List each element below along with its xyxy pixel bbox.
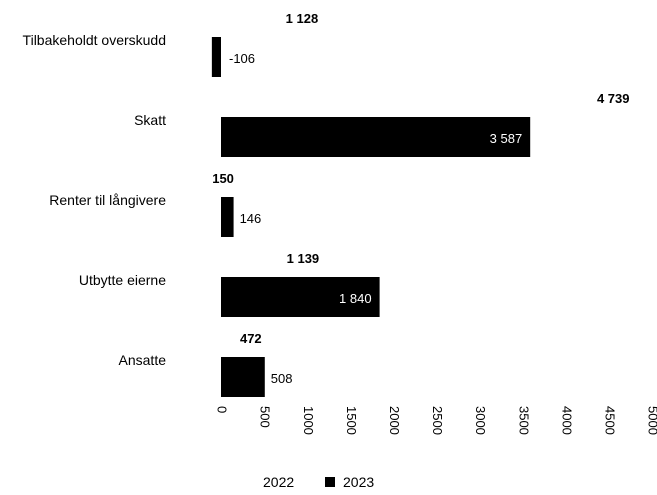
x-tick-label: 5000 bbox=[646, 406, 657, 435]
data-label-2022: 4 739 bbox=[597, 91, 630, 106]
x-tick-label: 3000 bbox=[473, 406, 488, 435]
x-tick-label: 2500 bbox=[430, 406, 445, 435]
x-tick-label: 4500 bbox=[602, 406, 617, 435]
legend-item-2023: 2023 bbox=[325, 474, 374, 490]
bar-2023 bbox=[211, 37, 221, 77]
category-labels: Tilbakeholdt overskudd Skatt Renter til lå… bbox=[23, 32, 167, 368]
x-tick-label: 3500 bbox=[516, 406, 531, 435]
data-label-2022: 1 139 bbox=[287, 251, 320, 266]
bar-2023 bbox=[221, 117, 531, 157]
legend-swatch bbox=[249, 477, 259, 487]
x-tick-label: 0 bbox=[215, 406, 230, 413]
bar-2023 bbox=[221, 197, 234, 237]
legend-label: 2023 bbox=[343, 474, 374, 490]
legend: 2022 2023 bbox=[249, 474, 374, 490]
legend-label: 2022 bbox=[263, 474, 294, 490]
x-tick-label: 4000 bbox=[559, 406, 574, 435]
bar-2022 bbox=[221, 17, 319, 57]
bars bbox=[211, 17, 630, 397]
legend-swatch bbox=[325, 477, 335, 487]
category-label: Tilbakeholdt overskudd bbox=[23, 32, 166, 48]
bar-2023 bbox=[221, 277, 380, 317]
data-label-2023: 146 bbox=[240, 211, 262, 226]
category-label: Renter til långivere bbox=[49, 192, 166, 208]
category-label: Ansatte bbox=[119, 352, 167, 368]
data-labels: 1 128 -106 4 739 3 587 150 146 1 139 1 840 472 50… bbox=[212, 11, 629, 386]
legend-item-2022: 2022 bbox=[249, 474, 294, 490]
x-tick-label: 1000 bbox=[301, 406, 316, 435]
data-label-2022: 150 bbox=[212, 171, 234, 186]
data-label-2023: 3 587 bbox=[490, 131, 523, 146]
x-tick-label: 1500 bbox=[344, 406, 359, 435]
data-label-2023: 1 840 bbox=[339, 291, 372, 306]
x-axis: 0 500 1000 1500 2000 2500 3000 3500 4000 4500 5000 bbox=[215, 406, 657, 435]
bar-2023 bbox=[221, 357, 265, 397]
x-tick-label: 500 bbox=[258, 406, 273, 428]
category-label: Skatt bbox=[134, 112, 166, 128]
category-label: Utbytte eierne bbox=[79, 272, 166, 288]
data-label-2023: -106 bbox=[229, 51, 255, 66]
data-label-2022: 1 128 bbox=[286, 11, 319, 26]
x-tick-label: 2000 bbox=[387, 406, 402, 435]
data-label-2023: 508 bbox=[271, 371, 293, 386]
data-label-2022: 472 bbox=[240, 331, 262, 346]
